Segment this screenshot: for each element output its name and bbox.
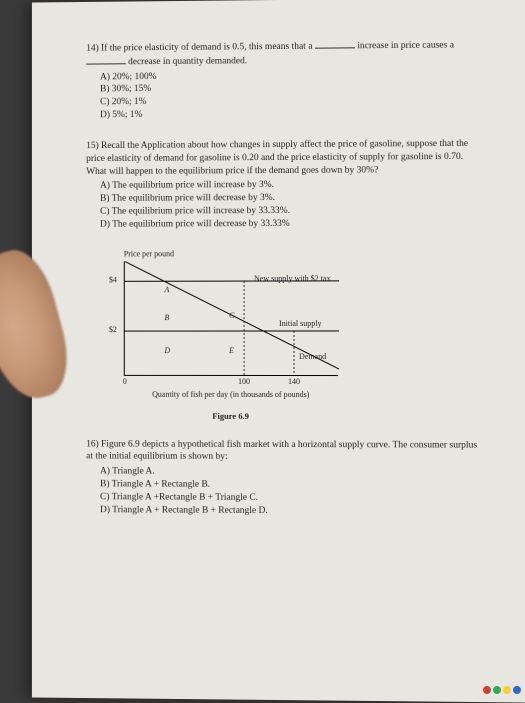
q16-choice-d: D) Triangle A + Rectangle B + Rectangle … — [100, 504, 486, 519]
region-a: A — [164, 286, 169, 297]
chart-ylabel: Price per pound — [124, 248, 486, 260]
region-b: B — [164, 313, 169, 324]
q15-choice-d: D) The equilibrium price will decrease b… — [100, 217, 486, 231]
green-dot-icon — [493, 686, 501, 694]
q14-stem: 14) If the price elasticity of demand is… — [86, 38, 486, 69]
q14-text-b: increase in price causes a — [357, 40, 454, 51]
figure-caption: Figure 6.9 — [124, 411, 338, 423]
xtick-0: 0 — [123, 376, 127, 387]
blank-1 — [315, 39, 355, 48]
question-15: 15) Recall the Application about how cha… — [86, 138, 486, 232]
ytick-2: $2 — [109, 325, 117, 336]
region-c: C — [229, 311, 234, 322]
figure-6-9: Price per pound $4 $2 0 100 140 A B C D … — [124, 248, 486, 402]
question-16: 16) Figure 6.9 depicts a hypothetical fi… — [86, 438, 486, 518]
region-e: E — [229, 346, 234, 357]
q16-stem: 16) Figure 6.9 depicts a hypothetical fi… — [86, 438, 486, 465]
red-dot-icon — [483, 686, 491, 694]
question-14: 14) If the price elasticity of demand is… — [86, 38, 486, 122]
chart-xlabel: Quantity of fish per day (in thousands o… — [124, 390, 338, 401]
q15-stem: 15) Recall the Application about how cha… — [86, 138, 486, 179]
exam-page: 14) If the price elasticity of demand is… — [32, 0, 525, 703]
supply-demand-chart: $4 $2 0 100 140 A B C D E New supply wit… — [124, 261, 338, 376]
blue-dot-icon — [513, 686, 521, 694]
q16-choices: A) Triangle A. B) Triangle A + Rectangle… — [100, 466, 486, 519]
supply-tax-label: New supply with $2 tax — [254, 274, 330, 285]
region-d: D — [164, 346, 170, 357]
xtick-100: 100 — [238, 377, 250, 388]
supply-init-label: Initial supply — [279, 319, 321, 330]
q14-text-c: decrease in quantity demanded. — [128, 56, 247, 67]
q14-choice-d: D) 5%; 1% — [100, 107, 486, 122]
blank-2 — [86, 55, 126, 64]
ytick-4: $4 — [109, 276, 117, 287]
q14-text-a: 14) If the price elasticity of demand is… — [86, 42, 312, 54]
q14-choices: A) 20%; 100% B) 30%; 15% C) 20%; 1% D) 5… — [100, 68, 486, 122]
yellow-dot-icon — [503, 686, 511, 694]
q15-choices: A) The equilibrium price will increase b… — [100, 178, 486, 231]
color-tabs — [483, 686, 521, 694]
demand-label: Demand — [299, 352, 326, 363]
xtick-140: 140 — [288, 377, 300, 388]
